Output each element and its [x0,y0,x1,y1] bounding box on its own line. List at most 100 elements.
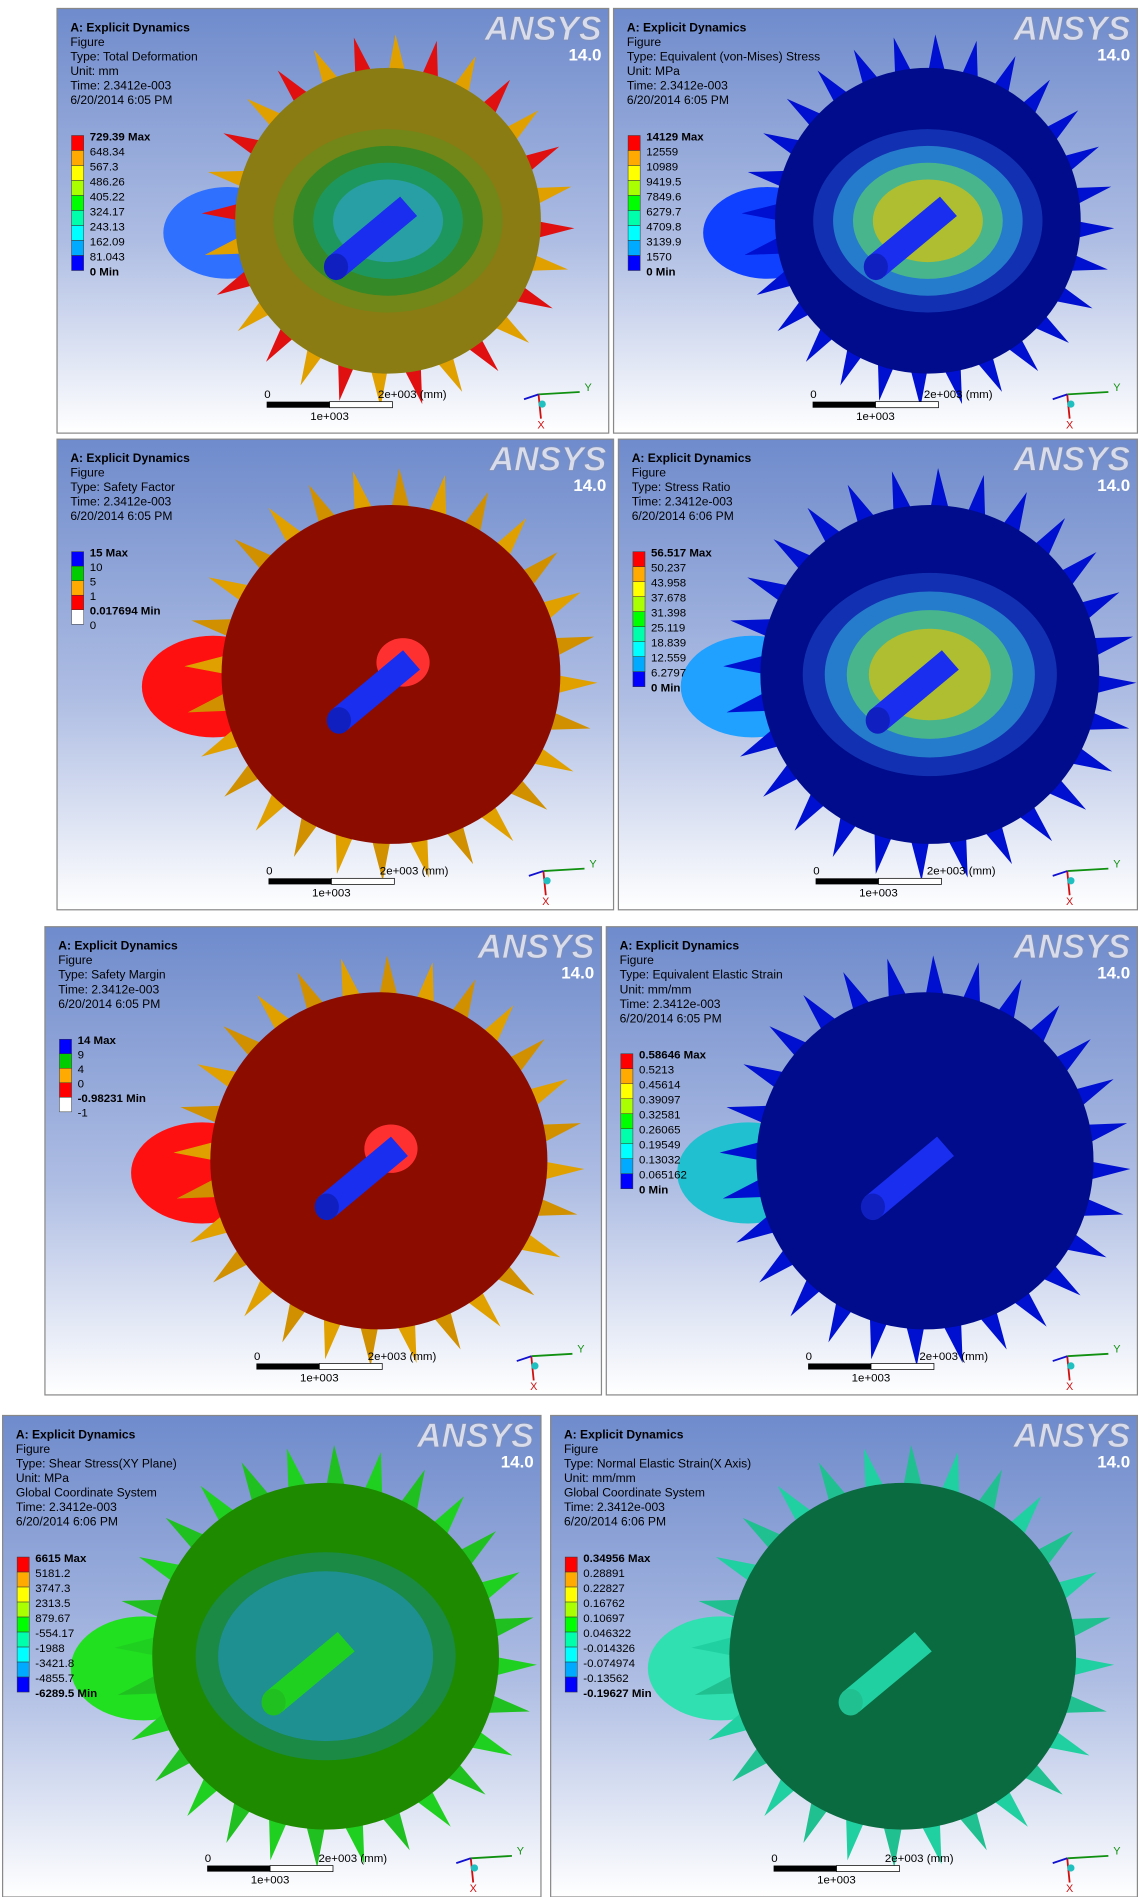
ansys-logo: ANSYS [1012,928,1130,966]
gear-tooth [482,1693,530,1713]
header-line: A: Explicit Dynamics [58,939,178,953]
legend-band [71,255,84,271]
legend-label: 0 Min [90,266,119,278]
legend-label: 567.3 [90,161,119,173]
version: 14.0 [569,45,602,64]
gear-tooth [323,1312,343,1360]
gear-tooth [1088,636,1133,659]
gear-tooth [187,690,233,713]
gear-tooth [939,1452,960,1500]
header-line: Unit: MPa [627,64,680,78]
scale-bar-light [329,401,393,409]
triad-origin [470,1864,479,1872]
legend-band [71,210,84,226]
legend-label: 0.13032 [639,1155,681,1167]
gear-tooth [305,1821,326,1868]
shaft [327,196,418,277]
gear-tooth [863,1448,886,1495]
triad-y-label: Y [1113,382,1121,394]
legend-label: 4709.8 [646,221,681,233]
header-line: A: Explicit Dynamics [620,939,740,953]
header-line: 6/20/2014 6:05 PM [70,509,172,523]
scale-bar-light [836,1865,900,1872]
scale-mid: 1e+003 [300,1373,339,1385]
legend-label: 3747.3 [35,1583,70,1595]
legend-label: 6279.7 [646,206,681,218]
scale-zero: 0 [254,1351,260,1363]
header-line: Figure [627,35,662,49]
gear-tooth [723,654,769,675]
legend-label: 0.45614 [639,1080,681,1092]
scale-zero: 0 [806,1351,812,1363]
scale-mid: 1e+003 [852,1373,891,1385]
shaft [869,650,959,731]
legend-band [71,565,84,581]
legend-band [632,551,646,567]
gear-tooth [378,955,399,1001]
version: 14.0 [561,964,594,983]
scale-zero: 0 [266,866,272,878]
legend-label: 879.67 [35,1613,70,1625]
gear-tooth [887,958,909,1004]
scale-mid: 1e+003 [859,887,898,899]
header-line: Time: 2.3412e-003 [70,79,171,93]
header-line: Figure [70,35,105,49]
gear-tooth [942,363,963,405]
gear-tooth [325,1444,347,1492]
scale-mid: 1e+003 [312,887,351,899]
gear-tooth [924,955,945,1001]
triad-z [516,1355,532,1362]
legend-band [59,1082,72,1098]
triad-y-label: Y [1113,858,1121,870]
legend-label: 729.39 Max [90,131,151,143]
gear-tooth [390,467,411,514]
legend-band [59,1038,72,1054]
triad-x-label: X [1066,419,1074,431]
gear-tooth [526,253,569,271]
shaft-end [838,1688,863,1716]
scale-end: 2e+003 (mm) [368,1351,437,1363]
gear-tooth [180,1105,227,1125]
header-line: Time: 2.3412e-003 [620,997,721,1011]
legend-band [620,1083,634,1100]
scale-bar-dark [256,1363,320,1370]
legend-band [564,1586,578,1603]
scale-zero: 0 [205,1853,211,1865]
scale-bar-dark [812,401,876,408]
triad-z [1052,1355,1068,1362]
gear-tooth [268,1812,289,1861]
legend-label: 43.958 [651,578,686,590]
legend-label: 0.10697 [583,1613,625,1625]
scale-bar-dark [266,401,330,408]
triad-z [523,393,539,401]
header-line: A: Explicit Dynamics [16,1427,136,1441]
legend-label: 12.559 [651,653,686,665]
scale-bar-light [878,877,942,885]
gear-tooth [353,37,374,78]
triad-x-label: X [1066,1381,1074,1393]
legend-label: 0 Min [651,683,680,695]
scale-end: 2e+003 (mm) [927,866,996,878]
gear-tooth [549,636,595,659]
legend-band [620,1113,634,1130]
triad-y [1067,1854,1109,1860]
triad-y [531,1352,573,1358]
gear-tooth [530,1196,578,1216]
shaft-end [860,1193,886,1221]
header-line: Type: Safety Margin [58,968,165,982]
legend-label: 5 [90,577,96,589]
legend-band [627,255,641,271]
legend-band [16,1646,30,1663]
triad-y-label: Y [517,1846,525,1858]
legend-band [632,581,646,597]
gear-tooth [1085,1160,1131,1181]
ansys-logo: ANSYS [477,928,595,966]
legend-label: 25.119 [651,623,685,635]
legend-label: -554.17 [35,1628,74,1640]
header-line: A: Explicit Dynamics [70,20,190,34]
gear-tooth [1073,220,1115,239]
gear-tooth [726,1105,773,1125]
header-line: 6/20/2014 6:06 PM [16,1515,118,1529]
